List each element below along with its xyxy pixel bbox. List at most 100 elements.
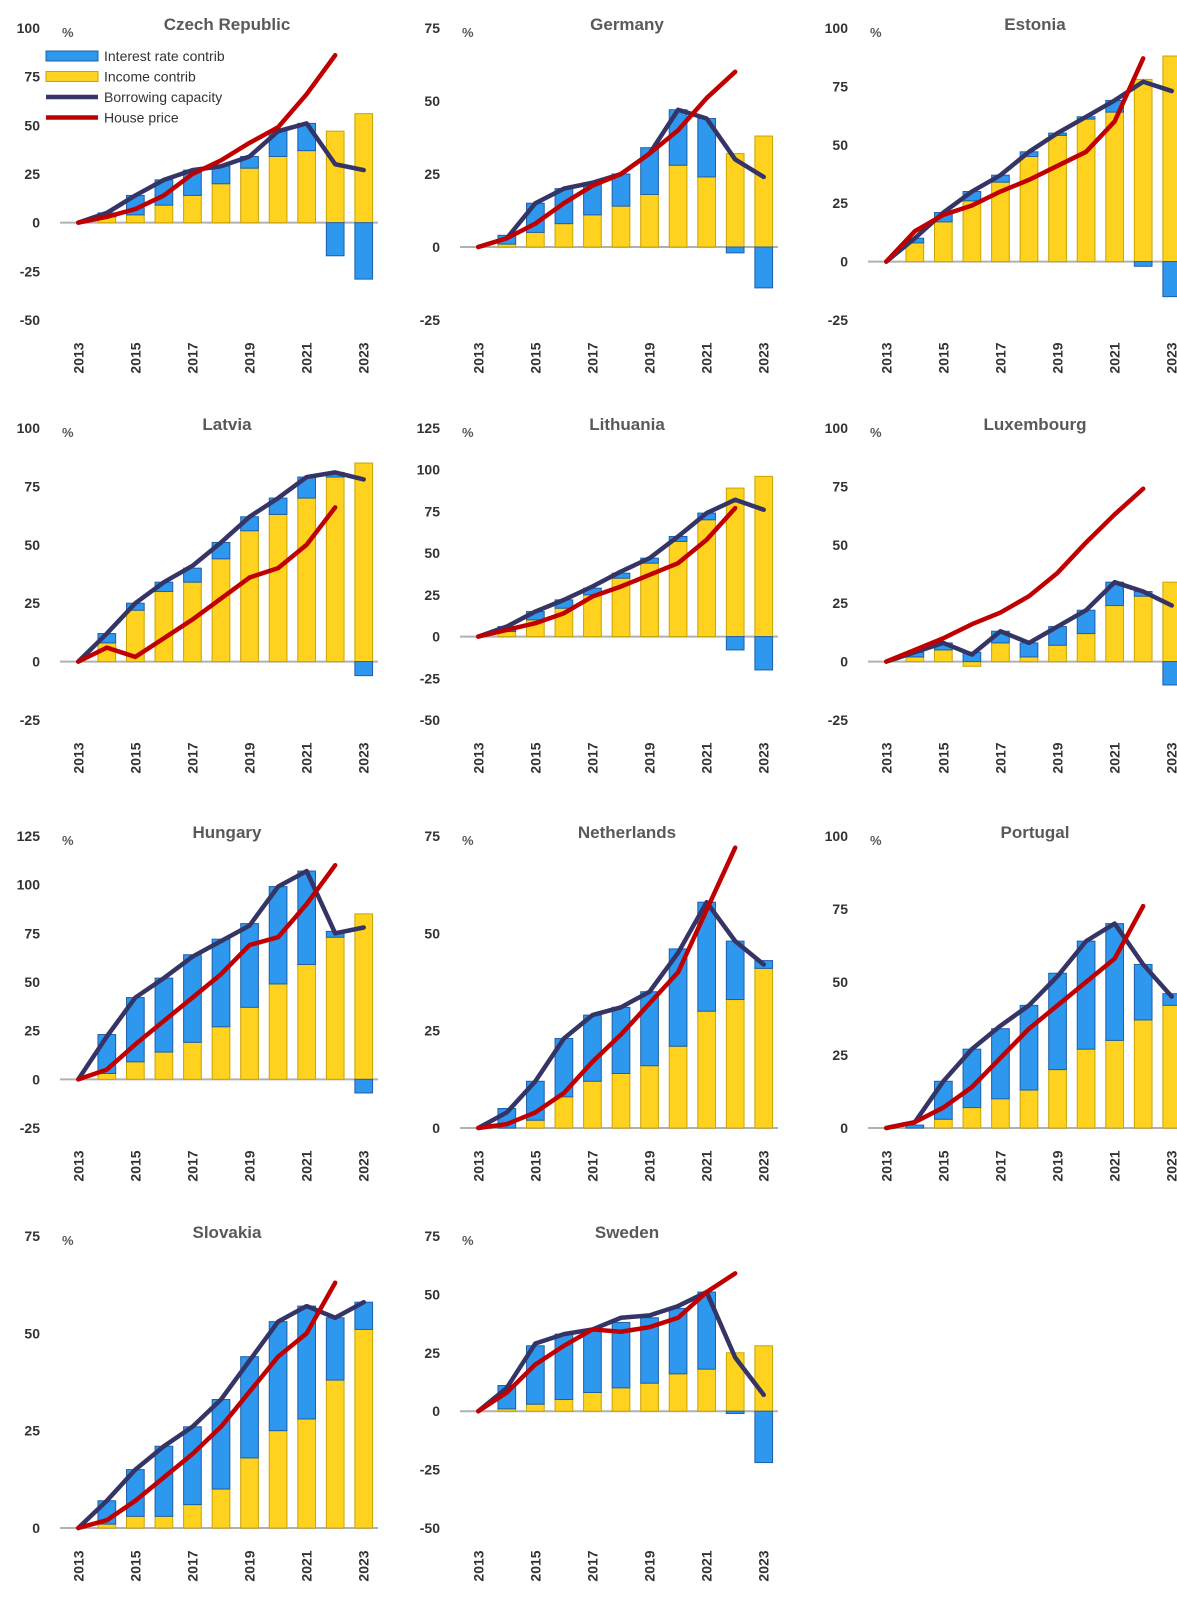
income-contrib-bar [240, 1457, 259, 1529]
income-contrib-bar [1133, 1019, 1153, 1129]
y-tick-label: 0 [432, 239, 440, 255]
income-contrib-bar [297, 963, 316, 1080]
house-price-line [476, 69, 738, 250]
chart-title: Germany [590, 15, 664, 34]
interest-rate-contrib-bar [325, 1317, 345, 1381]
income-contrib-bar [640, 1382, 659, 1412]
income-contrib-bar [697, 1368, 716, 1412]
x-tick-label: 2013 [878, 342, 894, 373]
legend-swatch-interest [45, 50, 99, 62]
interest-rate-contrib-bar [611, 1321, 631, 1389]
income-contrib-bar [668, 164, 688, 248]
chart-panel: Estonia% 100 75 50 25 0 -25 2013 2015 2017 2019 202… [808, 0, 1177, 390]
income-contrib-bar [325, 476, 345, 663]
income-contrib-bar [240, 1006, 259, 1080]
income-contrib-bar [725, 1352, 745, 1412]
house-price-line [884, 56, 1146, 264]
y-tick-label: 50 [24, 1325, 40, 1341]
interest-rate-contrib-bar [754, 636, 774, 671]
income-contrib-bar [526, 231, 545, 248]
income-contrib-bar [991, 642, 1010, 663]
chart-svg: Portugal% 100 75 50 25 0 2013 2015 2017 2019 2021 2… [825, 823, 1177, 1182]
income-contrib-bar [934, 221, 953, 263]
chart-svg: Germany% 75 50 25 0 -25 2013 2015 2017 2019 2021 20… [420, 15, 778, 374]
x-tick-label: 2019 [642, 1550, 658, 1581]
income-contrib-bar [962, 200, 982, 263]
y-unit-label: % [62, 25, 74, 40]
chart-panel: Germany% 75 50 25 0 -25 2013 2015 2017 2019 2021 20… [400, 0, 792, 390]
income-contrib-bar [754, 1345, 774, 1412]
income-contrib-bar [240, 167, 259, 224]
x-tick-label: 2017 [992, 342, 1008, 373]
chart-panel: Hungary% 125 100 75 50 25 0 -25 2013 2015 2017 2019… [0, 808, 392, 1198]
chart-title: Czech Republic [164, 15, 291, 34]
interest-rate-contrib-bar [1019, 1004, 1039, 1091]
x-tick-label: 2013 [470, 1550, 486, 1581]
interest-rate-contrib-bar [240, 1356, 259, 1459]
x-tick-label: 2013 [70, 1550, 86, 1581]
chart-panel: Portugal% 100 75 50 25 0 2013 2015 2017 2019 2021 2… [808, 808, 1177, 1198]
x-tick-label: 2023 [356, 342, 372, 373]
x-tick-label: 2017 [584, 342, 600, 373]
house-price-line [884, 903, 1146, 1131]
x-tick-label: 2015 [527, 742, 543, 773]
income-contrib-bar [583, 214, 602, 248]
income-contrib-bar [1105, 111, 1124, 263]
income-contrib-bar [554, 223, 574, 248]
y-tick-label: 50 [424, 1286, 440, 1302]
x-tick-label: 2021 [299, 742, 315, 773]
x-tick-label: 2013 [470, 742, 486, 773]
y-tick-label: 0 [840, 254, 848, 270]
income-contrib-bar [583, 1392, 602, 1412]
y-tick-label: 75 [24, 1228, 40, 1244]
y-tick-label: 75 [424, 1228, 440, 1244]
chart-svg: Hungary% 125 100 75 50 25 0 -25 2013 2015 2017 2019… [17, 823, 378, 1182]
x-tick-label: 2017 [184, 342, 200, 373]
x-tick-label: 2015 [127, 1550, 143, 1581]
y-unit-label: % [62, 425, 74, 440]
income-contrib-bar [354, 1328, 374, 1529]
x-tick-label: 2023 [1164, 742, 1177, 773]
interest-rate-contrib-bar [725, 1410, 745, 1415]
x-tick-label: 2017 [584, 1550, 600, 1581]
chart-title: Portugal [1001, 823, 1070, 842]
borrowing-capacity-line [476, 899, 766, 1131]
interest-rate-contrib-bar [725, 636, 745, 651]
income-contrib-bar [126, 1515, 145, 1529]
income-contrib-bar [526, 1403, 545, 1412]
income-contrib-bar [1019, 155, 1039, 263]
income-contrib-bar [268, 1430, 288, 1529]
y-tick-label: 25 [424, 1023, 440, 1039]
y-tick-label: 100 [17, 877, 41, 893]
income-contrib-bar [325, 1379, 345, 1529]
interest-rate-contrib-bar [1133, 261, 1153, 267]
house-price-line [476, 1271, 738, 1414]
y-tick-label: 25 [832, 195, 848, 211]
chart-title: Latvia [202, 415, 252, 434]
income-contrib-bar [526, 1119, 545, 1129]
x-tick-label: 2023 [756, 742, 772, 773]
x-tick-label: 2023 [356, 742, 372, 773]
income-contrib-bar [1076, 633, 1096, 663]
income-contrib-bar [126, 214, 145, 224]
y-unit-label: % [870, 833, 882, 848]
x-tick-label: 2015 [935, 742, 951, 773]
income-contrib-bar [754, 475, 774, 638]
chart-title: Lithuania [589, 415, 665, 434]
x-tick-label: 2019 [1050, 1150, 1066, 1181]
y-tick-label: 50 [24, 974, 40, 990]
y-tick-label: 75 [424, 503, 440, 519]
interest-rate-contrib-bar [1162, 661, 1177, 686]
x-tick-label: 2017 [584, 1150, 600, 1181]
y-tick-label: 0 [32, 215, 40, 231]
y-tick-label: 50 [832, 974, 848, 990]
y-tick-label: 125 [417, 420, 441, 436]
income-contrib-bar [268, 983, 288, 1080]
y-tick-label: 25 [24, 595, 40, 611]
x-tick-label: 2013 [70, 742, 86, 773]
income-contrib-bar [1019, 656, 1039, 663]
interest-rate-contrib-bar [1048, 972, 1067, 1071]
income-contrib-bar [640, 193, 659, 248]
y-tick-label: -50 [20, 312, 40, 328]
